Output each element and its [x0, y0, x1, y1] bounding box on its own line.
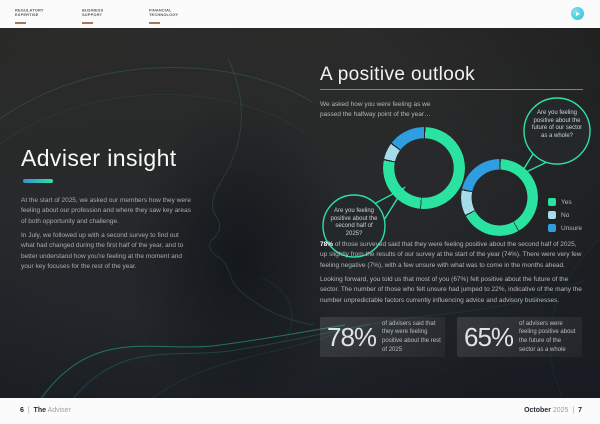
speech-bubble-sector: Are you feeling positive about the futur… [513, 94, 599, 180]
heading-rule [320, 89, 583, 90]
donut-chart-sector-future [461, 159, 538, 236]
tag-underline [149, 21, 160, 24]
contour-line-art [0, 57, 600, 398]
stat-value: 78% [327, 321, 377, 352]
legend-item-unsure: Unsure [548, 224, 582, 232]
footer-bar: 6 | The Adviser October 2025 | 7 [0, 398, 600, 424]
stat-label: of advisers said that they were feeling … [382, 320, 441, 353]
legend-item-no: No [548, 211, 582, 219]
results-paragraph-1: 78% of those surveyed said that they wer… [320, 241, 582, 269]
stat-label: of advisers were feeling positive about … [519, 320, 576, 353]
tag-financial-technology: FINANCIAL TECHNOLOGY [149, 5, 207, 24]
footer-left: 6 | The Adviser [20, 407, 71, 414]
section-intro: We asked how you were feeling as we pass… [320, 101, 431, 119]
tag-underline [15, 21, 26, 24]
legend-swatch-no [548, 211, 556, 219]
legend-swatch-yes [548, 198, 556, 206]
stat-value: 65% [464, 321, 514, 352]
title-accent-bar [23, 179, 53, 183]
bold-stat-78: 78% [320, 241, 334, 248]
donut-chart-second-half-2025 [383, 127, 465, 209]
tag-underline [82, 21, 93, 24]
stat-box-78: 78% of advisers said that they were feel… [320, 317, 445, 357]
page-title: Adviser insight [21, 145, 177, 171]
tag-regulatory-expertise: REGULATORY EXPERTISE [15, 5, 73, 24]
chart-legend: Yes No Unsure [548, 198, 582, 237]
tag-business-support: BUSINESS SUPPORT [82, 5, 140, 24]
speech-bubble-text: Are you feeling positive about the futur… [531, 110, 583, 139]
intro-paragraph-2: In July, we followed up with a second su… [21, 232, 184, 271]
section-heading: A positive outlook [320, 64, 476, 85]
speech-bubble-text: Are you feeling positive about the secon… [330, 208, 378, 237]
stat-box-65: 65% of advisers were feeling positive ab… [457, 317, 582, 357]
legend-item-yes: Yes [548, 198, 582, 206]
intro-paragraph-1: At the start of 2025, we asked our membe… [21, 197, 191, 225]
header-tags: REGULATORY EXPERTISE BUSINESS SUPPORT FINA… [15, 5, 207, 24]
spread-content: Adviser insight At the start of 2025, we… [0, 28, 600, 398]
top-header-bar: REGULATORY EXPERTISE BUSINESS SUPPORT FINA… [0, 0, 600, 28]
results-paragraph-2: Looking forward, you told us that most o… [320, 276, 582, 304]
publisher-logo-icon [571, 7, 584, 20]
legend-swatch-unsure [548, 224, 556, 232]
footer-right: October 2025 | 7 [524, 407, 582, 414]
